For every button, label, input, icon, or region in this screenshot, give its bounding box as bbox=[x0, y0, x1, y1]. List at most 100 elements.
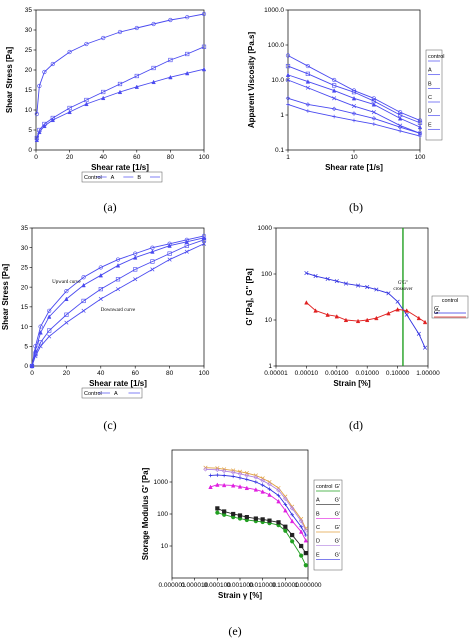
data-point bbox=[334, 313, 340, 319]
data-point bbox=[422, 319, 428, 325]
data-point bbox=[267, 518, 272, 523]
chart-d: 0.00001 0.00010 0.00100 0.01000 0.10000 1.000… bbox=[245, 225, 469, 388]
data-point bbox=[231, 511, 236, 517]
data-point bbox=[398, 129, 402, 133]
y-tick-label: 5 bbox=[28, 127, 32, 134]
data-point bbox=[81, 282, 86, 288]
data-point bbox=[290, 512, 294, 517]
data-point bbox=[81, 298, 86, 304]
data-point bbox=[238, 476, 242, 480]
data-point bbox=[365, 285, 370, 290]
plot-frame bbox=[31, 227, 205, 367]
data-point bbox=[417, 131, 423, 136]
data-point bbox=[184, 239, 190, 244]
data-point bbox=[150, 249, 155, 254]
legend-label: D bbox=[316, 539, 320, 545]
data-point bbox=[184, 249, 189, 254]
data-point bbox=[371, 102, 377, 107]
data-point bbox=[303, 538, 309, 543]
legend-sub-label: G' bbox=[335, 552, 340, 558]
legend-label: A bbox=[316, 498, 320, 504]
data-point bbox=[115, 287, 121, 292]
data-point bbox=[299, 543, 304, 549]
data-point bbox=[351, 111, 357, 116]
data-point bbox=[303, 563, 308, 568]
y-tick-label: 1000 bbox=[154, 479, 169, 486]
series-line bbox=[31, 243, 205, 367]
data-point bbox=[42, 69, 47, 75]
y-tick-label: 25 bbox=[21, 265, 29, 272]
y-axis-label: G' [Pa], G" [Pa] bbox=[245, 268, 254, 326]
data-point bbox=[100, 95, 106, 101]
y-tick-label: 0 bbox=[28, 147, 32, 154]
data-point bbox=[286, 102, 290, 107]
x-tick-label: 0.00100 bbox=[325, 370, 349, 377]
data-point bbox=[37, 129, 42, 135]
data-point bbox=[237, 484, 243, 489]
data-point bbox=[386, 291, 391, 296]
y-axis-label: Storage Modulus G' [Pa] bbox=[141, 467, 150, 560]
series-line bbox=[36, 68, 205, 141]
data-point bbox=[305, 85, 310, 90]
data-point bbox=[371, 110, 376, 115]
x-tick-label: 0 bbox=[34, 154, 38, 161]
data-point bbox=[231, 474, 235, 479]
data-point bbox=[244, 515, 249, 520]
data-point bbox=[417, 120, 423, 125]
y-tick-label: 35 bbox=[25, 7, 33, 14]
x-tick-label: 1 bbox=[286, 154, 290, 161]
chart-e: 0.0000010.0000100.0001000.0010000.010000… bbox=[141, 449, 343, 600]
data-point bbox=[351, 90, 357, 95]
data-point bbox=[351, 95, 357, 101]
y-tick-label: 15 bbox=[25, 87, 33, 94]
data-point bbox=[98, 265, 103, 270]
data-point bbox=[332, 114, 336, 119]
data-point bbox=[98, 272, 104, 278]
data-point bbox=[167, 251, 172, 256]
data-point bbox=[372, 122, 376, 126]
legend-label: A bbox=[428, 68, 432, 74]
x-axis-label: Strain γ [%] bbox=[218, 591, 262, 600]
data-point bbox=[298, 529, 304, 534]
data-point bbox=[47, 308, 52, 313]
data-point bbox=[201, 235, 207, 240]
data-point bbox=[168, 74, 173, 80]
y-tick-label: 0 bbox=[24, 363, 28, 370]
series-A bbox=[215, 506, 308, 556]
legend-box bbox=[81, 387, 143, 399]
y-axis-label: Apparent Viscosity [Pa.s] bbox=[247, 32, 256, 129]
data-point bbox=[47, 328, 52, 333]
chart-panel-e: 0.000001 0.000010 0.000100 0.001000 0.010000… bbox=[120, 440, 360, 620]
x-tick-label: 100 bbox=[199, 370, 210, 377]
data-point bbox=[201, 44, 207, 49]
x-tick-label: 0.000100 bbox=[204, 582, 231, 589]
data-point bbox=[115, 257, 121, 262]
data-point bbox=[244, 485, 250, 491]
data-point bbox=[203, 467, 208, 472]
data-point bbox=[276, 493, 281, 498]
data-point bbox=[306, 109, 310, 113]
data-point bbox=[290, 532, 295, 538]
legend-label: control bbox=[316, 484, 333, 490]
legend-box bbox=[81, 171, 163, 183]
series-line bbox=[210, 484, 307, 541]
x-tick-label: 80 bbox=[166, 370, 174, 377]
data-point bbox=[313, 308, 318, 313]
data-point bbox=[101, 89, 106, 95]
data-point bbox=[46, 314, 52, 319]
data-point bbox=[245, 477, 249, 482]
data-point bbox=[397, 124, 403, 130]
series-line bbox=[36, 13, 205, 115]
data-point bbox=[221, 482, 227, 488]
data-point bbox=[289, 518, 295, 524]
data-point bbox=[423, 345, 428, 350]
data-point bbox=[237, 471, 243, 477]
y-tick-label: 1 bbox=[280, 112, 284, 119]
series-G' bbox=[304, 270, 428, 350]
y-tick-label: 35 bbox=[21, 225, 29, 232]
data-point bbox=[332, 83, 337, 88]
data-point bbox=[168, 57, 173, 63]
legend-label: G" bbox=[434, 310, 440, 316]
data-point bbox=[184, 70, 190, 76]
data-point bbox=[34, 137, 40, 143]
